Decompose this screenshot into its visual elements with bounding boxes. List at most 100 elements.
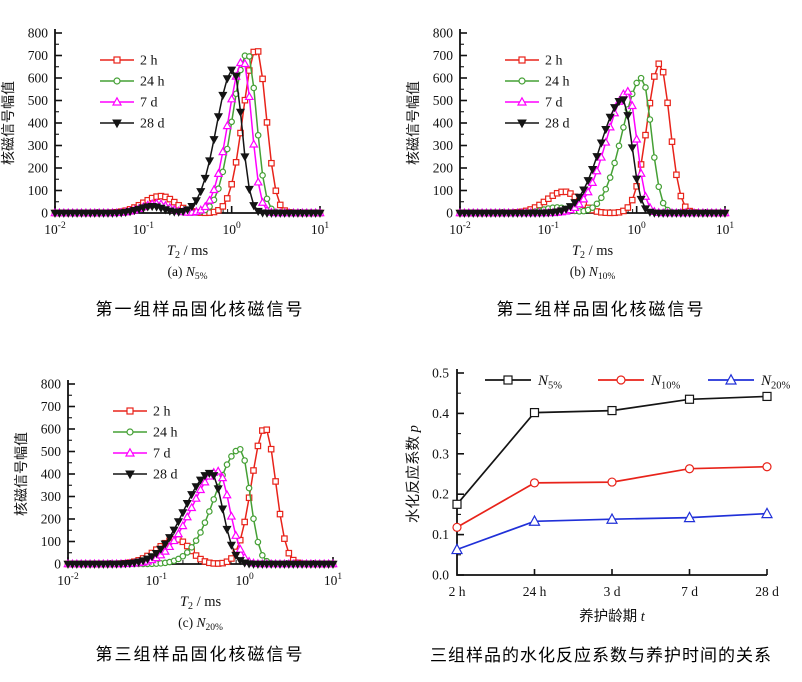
svg-text:0.5: 0.5 [432, 366, 449, 381]
svg-text:0.0: 0.0 [432, 568, 449, 583]
svg-text:(a) N5%: (a) N5% [167, 264, 207, 281]
svg-text:7 d: 7 d [545, 96, 563, 111]
svg-text:T2 / ms: T2 / ms [180, 594, 222, 612]
svg-text:10-2: 10-2 [44, 221, 66, 237]
series-curves [63, 426, 338, 569]
svg-text:300: 300 [41, 489, 62, 504]
svg-text:0: 0 [54, 557, 61, 572]
svg-text:200: 200 [41, 512, 62, 527]
legend: 2 h 24 h 7 d 28 d [505, 54, 570, 132]
svg-text:800: 800 [28, 26, 49, 41]
plot-area: 0 100 200 300 400 500 600 700 800 10-2 10-1 100 101 核… [406, 26, 734, 282]
svg-text:700: 700 [41, 399, 62, 414]
svg-text:T2 / ms: T2 / ms [572, 243, 614, 261]
svg-text:100: 100 [433, 183, 454, 198]
legend: 2 h 24 h 7 d 28 d [113, 405, 178, 483]
nmr-chart-c: 0 100 200 300 400 500 600 700 800 10-2 10-1 100 101 核… [14, 377, 342, 633]
plot-area: 0 100 200 300 400 500 600 700 800 10-2 10-1 100 101 核… [14, 377, 342, 633]
svg-text:养护龄期 t: 养护龄期 t [579, 608, 646, 625]
svg-text:28 d: 28 d [545, 117, 570, 132]
legend: 2 h 24 h 7 d 28 d [100, 54, 165, 132]
svg-text:100: 100 [223, 221, 242, 237]
nmr-chart-b: 0 100 200 300 400 500 600 700 800 10-2 10-1 100 101 核… [406, 26, 734, 282]
svg-text:400: 400 [28, 116, 49, 131]
svg-text:400: 400 [41, 467, 62, 482]
svg-text:500: 500 [433, 93, 454, 108]
svg-text:500: 500 [28, 93, 49, 108]
svg-text:0.2: 0.2 [432, 487, 449, 502]
svg-text:600: 600 [28, 71, 49, 86]
svg-text:101: 101 [324, 572, 343, 588]
svg-text:600: 600 [433, 71, 454, 86]
svg-text:2 h: 2 h [449, 584, 466, 599]
svg-text:100: 100 [236, 572, 255, 588]
caption-d: 三组样品的水化反应系数与养护时间的关系 [430, 646, 772, 665]
svg-text:28 d: 28 d [140, 117, 165, 132]
panel-nmr-b: 0 100 200 300 400 500 600 700 800 10-2 10-1 100 101 核… [400, 0, 802, 340]
svg-text:7 d: 7 d [153, 447, 171, 462]
svg-text:N20%: N20% [760, 373, 791, 392]
svg-text:2 h: 2 h [140, 54, 158, 69]
svg-text:101: 101 [311, 221, 330, 237]
svg-text:24 h: 24 h [140, 75, 165, 90]
svg-text:24 h: 24 h [153, 426, 178, 441]
svg-text:0.3: 0.3 [432, 446, 449, 461]
svg-text:水化反应系数 p: 水化反应系数 p [404, 425, 422, 523]
svg-text:700: 700 [433, 48, 454, 63]
svg-text:T2 / ms: T2 / ms [167, 243, 209, 261]
nmr-chart-a: 0 100 200 300 400 500 600 700 800 10-2 10-1 100 101 核… [1, 26, 329, 282]
svg-text:N10%: N10% [650, 373, 681, 392]
svg-text:800: 800 [41, 377, 62, 392]
series-lines [450, 391, 774, 555]
svg-text:核磁信号幅值: 核磁信号幅值 [406, 81, 422, 165]
svg-text:0.4: 0.4 [432, 406, 449, 421]
svg-text:700: 700 [28, 48, 49, 63]
svg-text:200: 200 [433, 161, 454, 176]
svg-text:10-2: 10-2 [449, 221, 471, 237]
svg-text:核磁信号幅值: 核磁信号幅值 [14, 432, 30, 516]
svg-text:101: 101 [716, 221, 735, 237]
series-curves [50, 48, 325, 218]
svg-text:0: 0 [446, 206, 453, 221]
svg-text:600: 600 [41, 422, 62, 437]
svg-text:N5%: N5% [537, 373, 562, 392]
svg-text:7 d: 7 d [681, 584, 698, 599]
svg-text:10-1: 10-1 [146, 572, 168, 588]
svg-text:800: 800 [433, 26, 454, 41]
svg-text:300: 300 [28, 138, 49, 153]
caption-c: 第三组样品固化核磁信号 [95, 645, 305, 664]
svg-text:10-1: 10-1 [133, 221, 155, 237]
caption-b: 第二组样品固化核磁信号 [496, 300, 706, 319]
caption-a: 第一组样品固化核磁信号 [95, 300, 305, 319]
svg-text:400: 400 [433, 116, 454, 131]
svg-text:24 h: 24 h [523, 584, 547, 599]
svg-text:200: 200 [28, 161, 49, 176]
hydration-chart-d: 0.0 0.1 0.2 0.3 0.4 0.5 2 h 24 h 3 d 7 d 28 d 水化反应系… [404, 366, 791, 626]
svg-text:3 d: 3 d [604, 584, 621, 599]
svg-text:10-1: 10-1 [538, 221, 560, 237]
svg-text:28 d: 28 d [153, 468, 178, 483]
svg-text:0.1: 0.1 [432, 527, 449, 542]
svg-text:10-2: 10-2 [57, 572, 79, 588]
svg-text:28 d: 28 d [755, 584, 779, 599]
plot-area: 0.0 0.1 0.2 0.3 0.4 0.5 2 h 24 h 3 d 7 d 28 d 水化反应系… [404, 366, 779, 626]
svg-text:7 d: 7 d [140, 96, 158, 111]
legend: N5% N10% N20% [485, 373, 791, 392]
plot-area: 0 100 200 300 400 500 600 700 800 10-2 10-1 100 101 核… [1, 26, 329, 282]
svg-text:100: 100 [41, 534, 62, 549]
panel-nmr-a: 0 100 200 300 400 500 600 700 800 10-2 10-1 100 101 核… [0, 0, 400, 340]
panel-hydration-d: 0.0 0.1 0.2 0.3 0.4 0.5 2 h 24 h 3 d 7 d 28 d 水化反应系… [400, 340, 802, 682]
svg-text:2 h: 2 h [153, 405, 171, 420]
panel-nmr-c: 0 100 200 300 400 500 600 700 800 10-2 10-1 100 101 核… [0, 340, 400, 682]
svg-text:24 h: 24 h [545, 75, 570, 90]
svg-text:(c) N20%: (c) N20% [178, 615, 223, 632]
series-curves [455, 60, 730, 218]
svg-text:100: 100 [28, 183, 49, 198]
svg-text:2 h: 2 h [545, 54, 563, 69]
svg-text:500: 500 [41, 444, 62, 459]
svg-text:100: 100 [628, 221, 647, 237]
svg-text:0: 0 [41, 206, 48, 221]
svg-text:核磁信号幅值: 核磁信号幅值 [1, 81, 17, 165]
svg-text:300: 300 [433, 138, 454, 153]
